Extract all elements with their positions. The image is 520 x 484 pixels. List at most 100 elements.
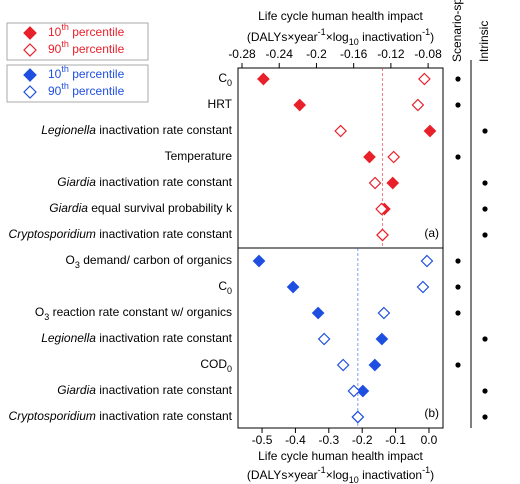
text-part: percentile <box>69 84 125 98</box>
text-part: C <box>218 71 227 85</box>
marker <box>293 98 307 112</box>
category-label: HRT <box>208 97 233 111</box>
marker <box>416 280 430 294</box>
text-part: inactivation rate constant <box>96 331 233 345</box>
x-axis-title: (DALYs×year-1×log10 inactivation-1) <box>247 465 434 484</box>
marker <box>334 124 347 138</box>
text-part: -1 <box>422 27 430 37</box>
text-part: reaction rate constant w/ organics <box>49 305 232 319</box>
category-label: O3 reaction rate constant w/ organics <box>35 305 232 322</box>
text-part: percentile <box>69 67 125 81</box>
x-tick-label: -0.4 <box>285 433 306 447</box>
marker <box>317 332 331 346</box>
text-part: percentile <box>69 25 125 39</box>
marker <box>311 306 325 320</box>
legend-marker <box>23 85 37 99</box>
category-label: Cryptosporidium inactivation rate consta… <box>9 227 233 241</box>
text-part: 10 <box>48 25 62 39</box>
class-dot <box>482 128 488 134</box>
class-dot <box>482 414 488 420</box>
category-label: Giardia inactivation rate constant <box>57 383 232 397</box>
legend-label: 10th percentile <box>48 64 125 81</box>
text-part: th <box>61 22 69 32</box>
text-part: inactivation <box>359 468 422 482</box>
class-dot <box>455 76 461 82</box>
text-part: ×log <box>326 468 349 482</box>
category-label: Legionella inactivation rate constant <box>41 123 232 137</box>
x-tick-label: -0.16 <box>340 47 368 61</box>
text-part: demand/ carbon of organics <box>80 253 232 267</box>
class-dot <box>455 258 461 264</box>
text-part: 0 <box>227 286 232 296</box>
text-part: 3 <box>75 260 80 270</box>
marker <box>356 384 370 398</box>
text-part: Giardia <box>57 175 96 189</box>
text-part: 10 <box>349 37 359 47</box>
marker <box>351 410 365 424</box>
x-tick-label: -0.2 <box>306 47 327 61</box>
marker <box>368 358 382 372</box>
text-part: Legionella <box>41 123 96 137</box>
legend-marker <box>23 43 37 57</box>
text-part: Temperature <box>165 149 233 163</box>
text-part: (DALYs×year <box>247 30 318 44</box>
text-part: -1 <box>318 27 326 37</box>
marker <box>363 150 376 164</box>
legend-label: 10th percentile <box>48 22 125 39</box>
x-tick-label: -0.28 <box>228 47 256 61</box>
text-part: inactivation rate constant <box>96 123 233 137</box>
marker <box>336 358 350 372</box>
legend-label: 90th percentile <box>48 81 125 98</box>
text-part: th <box>61 39 69 49</box>
x-tick-label: -0.5 <box>252 433 273 447</box>
category-label: Temperature <box>165 149 233 163</box>
marker <box>420 254 434 268</box>
legend-marker <box>23 68 37 82</box>
class-dot <box>482 336 488 342</box>
text-part: th <box>61 64 69 74</box>
marker <box>375 332 389 346</box>
text-part: 10 <box>349 475 359 484</box>
text-part: Giardia <box>57 383 96 397</box>
x-tick-label: -0.3 <box>318 433 339 447</box>
x-tick-label: -0.08 <box>414 47 442 61</box>
marker <box>423 124 437 138</box>
marker <box>386 176 400 190</box>
text-part: 90 <box>48 42 62 56</box>
x-axis-title: (DALYs×year-1×log10 inactivation-1) <box>247 27 434 47</box>
text-part: ×log <box>326 30 349 44</box>
x-tick-label: 0.0 <box>421 433 438 447</box>
marker <box>252 254 266 268</box>
text-part: Giardia <box>49 201 88 215</box>
text-part: inactivation rate constant <box>96 175 233 189</box>
text-part: (DALYs×year <box>247 468 318 482</box>
text-part: inactivation <box>359 30 422 44</box>
text-part: th <box>61 81 69 91</box>
category-label: Giardia inactivation rate constant <box>57 175 232 189</box>
text-part: equal survival probability k <box>88 201 233 215</box>
text-part: -1 <box>422 465 430 475</box>
x-tick-label: -0.1 <box>385 433 406 447</box>
text-part: ) <box>430 30 434 44</box>
marker <box>377 306 391 320</box>
x-axis-title: Life cycle human health impact <box>258 9 423 23</box>
panel-label: (b) <box>424 406 439 420</box>
class-dot <box>482 180 488 186</box>
class-dot <box>482 232 488 238</box>
marker <box>418 72 431 86</box>
marker <box>411 98 425 112</box>
class-dot <box>455 154 461 160</box>
category-label: Cryptosporidium inactivation rate consta… <box>9 409 233 423</box>
legend-marker <box>23 26 37 40</box>
x-tick-label: -0.24 <box>266 47 294 61</box>
class-dot <box>482 388 488 394</box>
marker <box>257 72 270 86</box>
text-part: 3 <box>44 312 49 322</box>
text-part: COD <box>200 357 227 371</box>
x-axis-title: Life cycle human health impact <box>258 449 423 463</box>
text-part: Life cycle human health impact <box>258 449 423 463</box>
text-part: 0 <box>227 78 232 88</box>
panel-label: (a) <box>424 226 439 240</box>
text-part: inactivation rate constant <box>96 409 233 423</box>
